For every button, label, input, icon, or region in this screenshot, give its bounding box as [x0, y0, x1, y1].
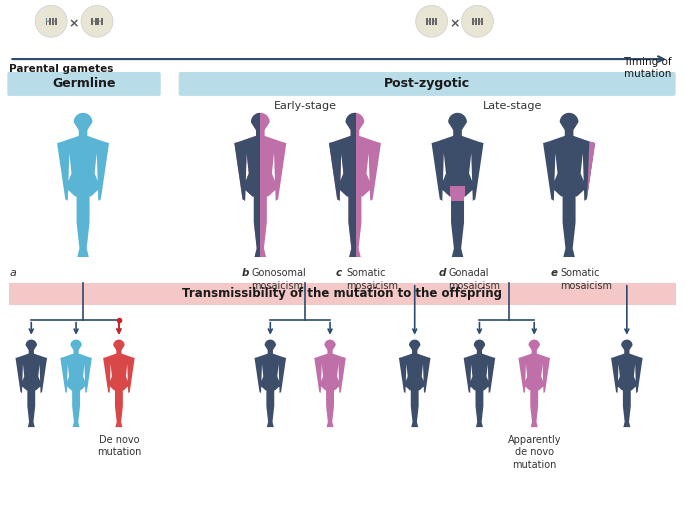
Text: d: d [438, 268, 446, 278]
Text: ×: × [69, 17, 79, 30]
Text: Early-stage: Early-stage [273, 101, 336, 111]
Bar [475, 18, 477, 25]
Bar [429, 18, 431, 25]
Bar [10, 283, 675, 305]
Polygon shape [16, 340, 47, 427]
FancyBboxPatch shape [179, 72, 675, 96]
Bar [481, 18, 483, 25]
Bar [426, 18, 428, 25]
Polygon shape [234, 113, 286, 257]
Circle shape [416, 5, 447, 37]
Bar [101, 18, 103, 25]
Polygon shape [611, 340, 643, 427]
Polygon shape [399, 340, 430, 427]
Text: De novo
mutation: De novo mutation [97, 435, 141, 457]
Text: Germline: Germline [52, 78, 116, 91]
Bar [432, 18, 434, 25]
Circle shape [434, 20, 436, 22]
Polygon shape [329, 113, 381, 257]
Bar [49, 18, 51, 25]
Circle shape [35, 5, 67, 37]
Bar [51, 18, 53, 25]
Polygon shape [432, 113, 484, 257]
Text: Apparently
de novo
mutation: Apparently de novo mutation [508, 435, 561, 470]
Text: Somatic
mosaicism: Somatic mosaicism [346, 268, 398, 291]
Bar [91, 18, 93, 25]
Bar [97, 18, 99, 25]
Text: e: e [550, 268, 557, 278]
Text: Parental gametes: Parental gametes [10, 64, 114, 74]
Text: Gonosomal
mosaicism: Gonosomal mosaicism [251, 268, 306, 291]
Text: a: a [10, 268, 16, 278]
Polygon shape [255, 340, 286, 427]
Polygon shape [103, 340, 135, 427]
Circle shape [462, 5, 493, 37]
Bar [45, 18, 47, 25]
Text: b: b [241, 268, 249, 278]
Circle shape [479, 20, 482, 22]
Circle shape [81, 5, 113, 37]
Polygon shape [57, 113, 109, 257]
Circle shape [47, 20, 49, 22]
Polygon shape [314, 340, 346, 427]
Circle shape [46, 19, 47, 21]
Polygon shape [329, 113, 381, 257]
Bar [478, 18, 480, 25]
Polygon shape [60, 340, 92, 427]
Polygon shape [234, 113, 286, 257]
Bar [436, 18, 437, 25]
Text: Late-stage: Late-stage [483, 101, 542, 111]
Polygon shape [587, 141, 597, 199]
Polygon shape [519, 340, 550, 427]
Circle shape [473, 20, 475, 22]
Text: Timing of
mutation: Timing of mutation [623, 57, 672, 80]
Circle shape [99, 20, 101, 22]
Bar [55, 18, 57, 25]
Text: Somatic
mosaicism: Somatic mosaicism [560, 268, 612, 291]
Text: Gonadal
mosaicism: Gonadal mosaicism [449, 268, 501, 291]
Circle shape [427, 20, 429, 22]
Text: c: c [336, 268, 342, 278]
Circle shape [93, 20, 95, 22]
Text: ×: × [449, 17, 460, 30]
Circle shape [53, 20, 55, 22]
Bar [95, 18, 97, 25]
Polygon shape [543, 113, 595, 257]
Text: Transmissibility of the mutation to the offspring: Transmissibility of the mutation to the … [182, 287, 502, 300]
FancyBboxPatch shape [8, 72, 161, 96]
Polygon shape [464, 340, 495, 427]
Text: Post-zygotic: Post-zygotic [384, 78, 470, 91]
Bar [450, 187, 464, 201]
Bar [472, 18, 474, 25]
